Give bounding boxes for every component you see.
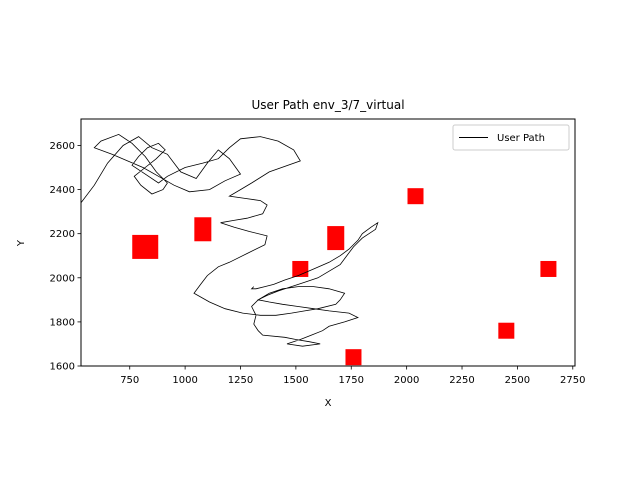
series-line-user-path — [81, 133, 379, 347]
marker-1 — [132, 234, 159, 259]
y-tick-label: 1800 — [50, 317, 75, 328]
path-layer — [81, 133, 379, 347]
x-axis: 750 1000 1250 1500 1750 2000 2250 2500 2750 — [120, 366, 586, 386]
x-tick-label: 750 — [120, 375, 139, 386]
x-axis-title: X — [325, 398, 332, 409]
y-axis-title: Y — [16, 239, 27, 247]
x-tick-label: 2500 — [505, 375, 530, 386]
x-tick-label: 2000 — [394, 375, 419, 386]
marker-2 — [194, 217, 212, 242]
y-tick-label: 2200 — [50, 229, 75, 240]
marker-5 — [407, 188, 424, 205]
marker-4 — [327, 226, 345, 251]
legend: User Path — [452, 124, 570, 151]
x-tick-label: 2250 — [449, 375, 474, 386]
x-tick-label: 1250 — [228, 375, 253, 386]
axes-frame — [80, 118, 576, 367]
x-tick-label: 1000 — [172, 375, 197, 386]
x-tick-label: 1500 — [283, 375, 308, 386]
markers-layer — [132, 188, 557, 366]
x-tick-label: 1750 — [339, 375, 364, 386]
y-tick-label: 2400 — [50, 185, 75, 196]
y-tick-label: 2600 — [50, 141, 75, 152]
marker-6 — [345, 349, 362, 366]
marker-7 — [498, 322, 515, 339]
legend-label-user-path: User Path — [497, 133, 545, 144]
y-tick-label: 2000 — [50, 273, 75, 284]
chart-title: User Path env_3/7_virtual — [251, 98, 404, 112]
y-axis: 1600 1800 2000 2200 2400 2600 — [50, 141, 81, 373]
x-tick-label: 2750 — [560, 375, 585, 386]
legend-box — [452, 124, 570, 151]
marker-8 — [540, 260, 557, 277]
y-tick-label: 1600 — [50, 362, 75, 373]
